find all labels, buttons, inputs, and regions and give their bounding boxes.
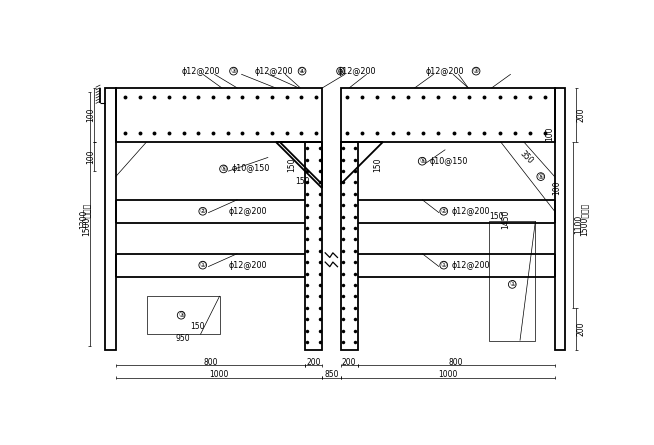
Text: 800: 800 xyxy=(203,358,218,367)
Text: ϕ12@200: ϕ12@200 xyxy=(426,67,464,76)
Text: 100: 100 xyxy=(553,181,561,195)
Text: ①: ① xyxy=(441,262,447,268)
Text: 200: 200 xyxy=(342,358,356,367)
Text: ①: ① xyxy=(199,262,206,268)
Text: 100: 100 xyxy=(545,127,554,142)
Bar xyxy=(146,296,220,335)
Text: 1100: 1100 xyxy=(574,215,583,235)
Text: 150: 150 xyxy=(373,158,382,172)
Text: ②: ② xyxy=(199,208,206,214)
Text: 150: 150 xyxy=(190,322,205,331)
Text: 100: 100 xyxy=(86,150,95,164)
Text: ϕ12@200: ϕ12@200 xyxy=(451,207,490,216)
Text: 1000: 1000 xyxy=(438,370,457,379)
Text: ①: ① xyxy=(509,281,515,287)
Text: 200: 200 xyxy=(576,108,585,122)
Text: ϕ12@200: ϕ12@200 xyxy=(255,67,294,76)
Text: ③: ③ xyxy=(178,312,184,318)
Bar xyxy=(116,88,322,142)
Text: 1500挖土侧: 1500挖土侧 xyxy=(82,202,91,235)
Text: 100: 100 xyxy=(86,108,95,122)
Text: ③: ③ xyxy=(230,68,237,74)
Text: ④: ④ xyxy=(299,68,305,74)
Text: 150: 150 xyxy=(287,158,296,172)
Text: ⑤: ⑤ xyxy=(419,158,425,164)
Bar xyxy=(489,221,536,340)
Bar xyxy=(341,142,358,350)
Text: ⑤: ⑤ xyxy=(538,174,544,180)
Text: 1450: 1450 xyxy=(501,209,510,229)
Text: 1500背土侧: 1500背土侧 xyxy=(579,202,589,235)
Text: ϕ10@150: ϕ10@150 xyxy=(430,157,468,166)
Text: 950: 950 xyxy=(175,334,190,343)
Text: 1300: 1300 xyxy=(80,209,89,229)
Text: 850: 850 xyxy=(324,370,339,379)
Text: ϕ12@200: ϕ12@200 xyxy=(181,67,220,76)
Text: ϕ12@200: ϕ12@200 xyxy=(228,207,267,216)
Bar xyxy=(555,88,566,350)
Text: ϕ12@200: ϕ12@200 xyxy=(451,261,490,270)
Text: ②: ② xyxy=(441,208,447,214)
Text: ③: ③ xyxy=(473,68,479,74)
Text: 150: 150 xyxy=(489,212,504,221)
Text: 350: 350 xyxy=(518,149,534,166)
Text: ϕ12@200: ϕ12@200 xyxy=(337,67,376,76)
Text: 200: 200 xyxy=(576,321,585,336)
Text: 1000: 1000 xyxy=(209,370,229,379)
Text: ⑤: ⑤ xyxy=(220,166,227,172)
Text: 150: 150 xyxy=(296,178,310,186)
Text: ϕ10@150: ϕ10@150 xyxy=(232,164,269,174)
Text: 200: 200 xyxy=(306,358,321,367)
Bar xyxy=(305,142,322,350)
Text: 800: 800 xyxy=(449,358,463,367)
Bar xyxy=(105,88,116,350)
Bar xyxy=(341,88,555,142)
Text: ϕ12@200: ϕ12@200 xyxy=(228,261,267,270)
Text: ④: ④ xyxy=(337,68,344,74)
